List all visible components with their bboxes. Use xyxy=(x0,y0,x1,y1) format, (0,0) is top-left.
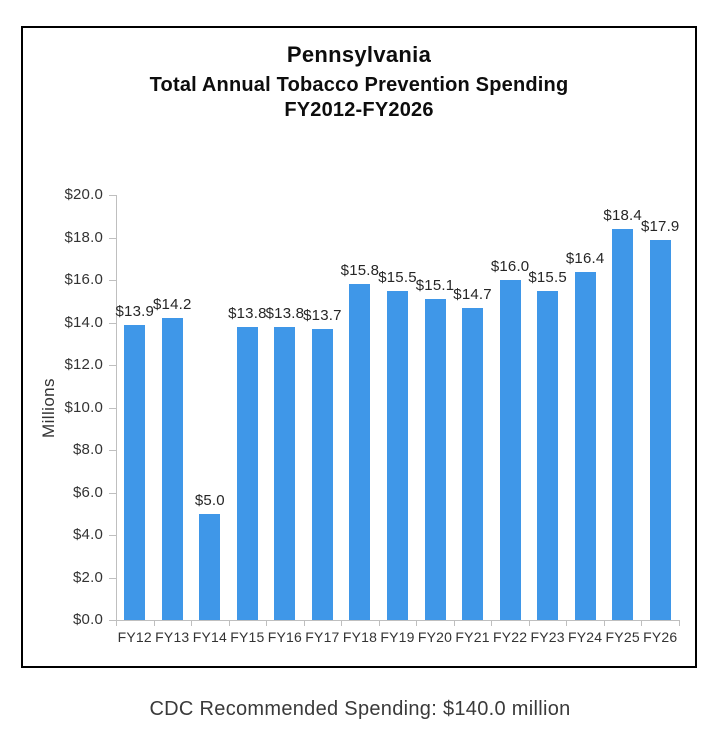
x-axis-tick xyxy=(228,620,230,626)
bar-value-label: $15.5 xyxy=(378,268,417,286)
bar-value-label: $15.1 xyxy=(415,277,455,295)
y-axis-tick-label: $18.0 xyxy=(64,228,103,246)
x-axis-category-label: FY13 xyxy=(155,629,190,645)
bar-value-label: $13.8 xyxy=(265,304,305,322)
x-axis-category-label: FY15 xyxy=(230,629,265,645)
bar-value-label: $13.8 xyxy=(228,304,267,322)
y-axis-tick xyxy=(109,365,116,366)
y-axis-tick-label: $12.0 xyxy=(64,356,103,373)
bar xyxy=(349,284,371,620)
x-axis-category-label: FY26 xyxy=(643,629,678,645)
bar-value-label: $13.9 xyxy=(115,302,155,320)
bar xyxy=(236,326,258,620)
x-axis-tick xyxy=(491,620,493,626)
x-axis-category-label: FY20 xyxy=(417,629,453,645)
bar xyxy=(537,290,559,620)
x-axis-category-label: FY14 xyxy=(192,629,227,645)
y-axis-tick-label: $6.0 xyxy=(73,483,103,501)
x-axis-tick xyxy=(116,620,117,626)
bar xyxy=(124,324,146,620)
y-axis-tick-label: $2.0 xyxy=(73,568,103,586)
plot-area: Millions $20.0 $18.0 $16.0 $14.0 $12.0 $10.0 $… xyxy=(23,28,695,666)
x-axis-category-label: FY19 xyxy=(380,629,415,645)
x-axis-category-label: FY25 xyxy=(605,629,640,645)
y-axis-tick-label: $8.0 xyxy=(73,441,103,458)
bar xyxy=(424,299,446,620)
y-axis-tick xyxy=(109,577,116,579)
x-axis-tick xyxy=(191,620,193,626)
y-axis-tick xyxy=(109,280,116,281)
bar xyxy=(387,290,408,620)
bar-value-label: $15.5 xyxy=(528,268,567,286)
x-axis-category-label: FY21 xyxy=(455,629,490,645)
x-axis-tick xyxy=(153,620,155,626)
bar-value-label: $16.4 xyxy=(565,249,605,267)
x-axis-category-label: FY17 xyxy=(305,629,340,645)
bar-value-label: $17.9 xyxy=(640,217,680,235)
y-axis-tick xyxy=(109,322,116,324)
bar xyxy=(649,239,671,620)
x-axis-tick xyxy=(528,620,530,626)
y-axis-tick xyxy=(109,620,116,621)
y-axis-tick xyxy=(109,407,116,409)
chart-title-state: Pennsylvania xyxy=(286,42,432,67)
x-axis-tick xyxy=(303,620,305,626)
x-axis-category-label: FY12 xyxy=(117,629,152,645)
footer-note: CDC Recommended Spending: $140.0 million xyxy=(149,698,571,720)
bar-value-label: $15.8 xyxy=(340,262,380,280)
y-axis-tick xyxy=(109,535,116,536)
x-axis-tick xyxy=(603,620,605,626)
bar xyxy=(499,280,521,620)
x-axis-tick xyxy=(453,620,455,626)
x-axis-category-label: FY16 xyxy=(267,629,303,645)
x-axis-tick xyxy=(416,620,418,626)
bar xyxy=(462,307,484,620)
x-axis-category-label: FY24 xyxy=(568,629,603,645)
y-axis-tick-label: $0.0 xyxy=(73,611,103,628)
bar-value-label: $13.7 xyxy=(303,306,342,324)
chart-box: Pennsylvania Total Annual Tobacco Preven… xyxy=(21,26,697,668)
x-axis-category-label: FY23 xyxy=(530,629,565,645)
bar xyxy=(161,318,183,620)
bar xyxy=(199,513,221,620)
x-axis-tick xyxy=(679,620,680,626)
y-axis-tick-label: $10.0 xyxy=(64,398,103,416)
y-axis-line xyxy=(116,195,117,621)
x-axis-tick xyxy=(378,620,380,626)
bar-value-label: $18.4 xyxy=(603,207,642,224)
x-axis-category-label: FY18 xyxy=(342,629,378,645)
x-axis-line xyxy=(116,620,679,621)
bar xyxy=(311,328,333,620)
bar xyxy=(274,326,296,620)
y-axis-tick-label: $14.0 xyxy=(64,313,103,331)
y-axis-tick xyxy=(109,237,116,239)
y-axis-tick xyxy=(109,450,116,451)
x-axis-tick xyxy=(641,620,643,626)
x-axis-category-label: FY22 xyxy=(492,629,528,645)
y-axis-tick xyxy=(109,195,116,196)
bar xyxy=(612,229,634,620)
chart-title-main: Total Annual Tobacco Prevention Spending xyxy=(149,74,569,96)
y-axis-tick-label: $16.0 xyxy=(64,271,103,288)
bar-value-label: $16.0 xyxy=(490,258,530,275)
y-axis-tick-label: $20.0 xyxy=(64,186,103,203)
chart-title-years: FY2012-FY2026 xyxy=(284,99,434,121)
x-axis-tick xyxy=(341,620,343,626)
x-axis-tick xyxy=(266,620,268,626)
bar xyxy=(574,271,596,620)
y-axis-tick-label: $4.0 xyxy=(73,526,103,543)
bar-value-label: $5.0 xyxy=(194,491,225,509)
y-axis-tick xyxy=(109,492,116,494)
bar-value-label: $14.7 xyxy=(453,285,492,303)
x-axis-tick xyxy=(566,620,568,626)
bar-value-label: $14.2 xyxy=(153,296,192,314)
